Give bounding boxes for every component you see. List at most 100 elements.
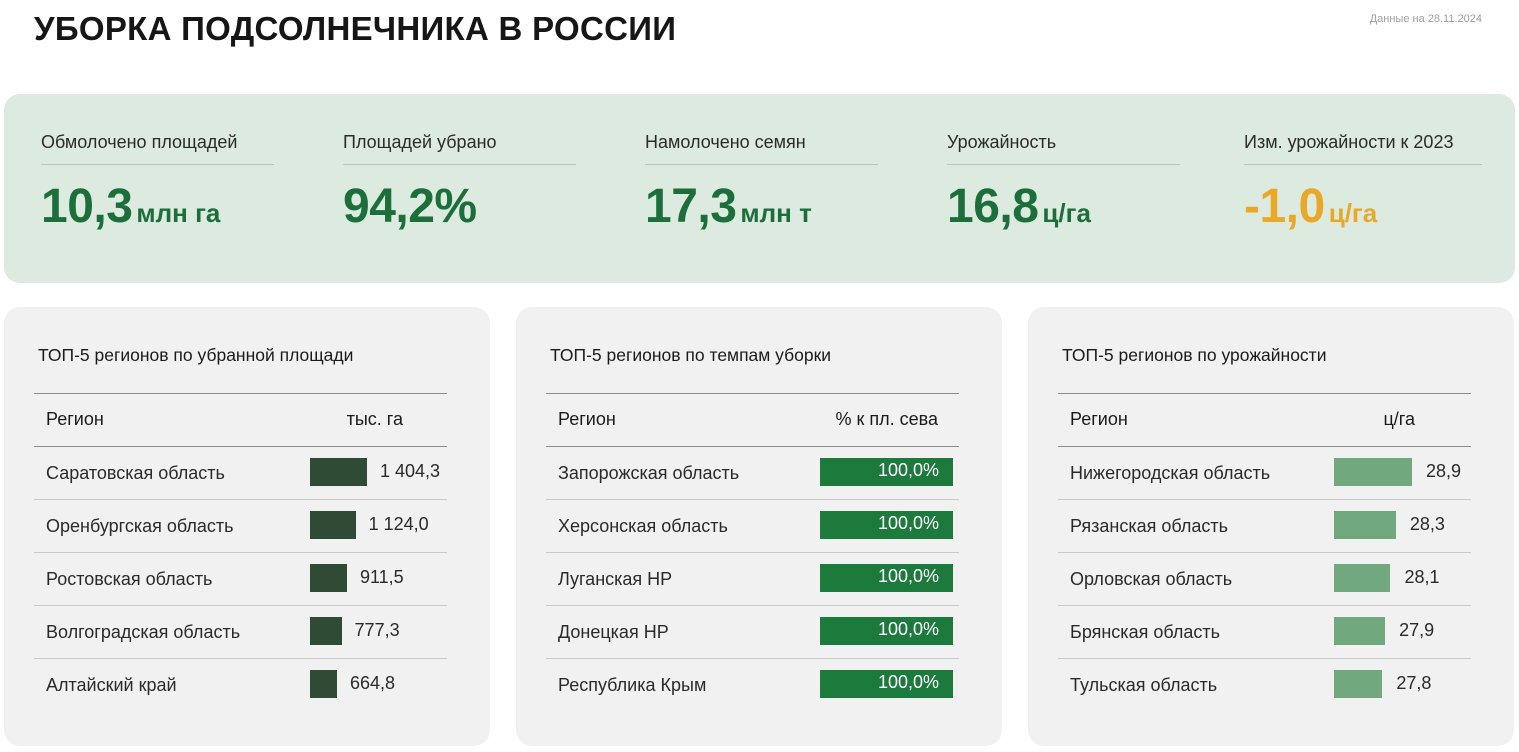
kpi-yield-change: Изм. урожайности к 2023 -1,0 ц/га: [1244, 132, 1482, 234]
kpi-value: 17,3 млн т: [645, 179, 878, 234]
kpi-label: Изм. урожайности к 2023: [1244, 132, 1482, 165]
value-label: 777,3: [354, 620, 400, 640]
kpi-value: 10,3 млн га: [41, 179, 274, 234]
table-row: Алтайский край 664,8: [34, 659, 447, 712]
value-bar: [1334, 458, 1412, 486]
card-title: ТОП-5 регионов по урожайности: [1062, 345, 1327, 365]
value-label: 28,9: [1426, 461, 1462, 481]
card-title: ТОП-5 регионов по убранной площади: [38, 345, 354, 365]
region-name: Донецкая НР: [558, 622, 669, 642]
value-label: 28,3: [1409, 514, 1445, 534]
region-name: Нижегородская область: [1070, 463, 1271, 483]
table-body: Саратовская область 1 404,3 Оренбургская о…: [34, 447, 447, 712]
region-name: Херсонская область: [558, 516, 728, 536]
column-header-region: Регион: [46, 409, 104, 429]
table-row: Брянская область 27,9: [1058, 606, 1471, 659]
kpi-label: Площадей убрано: [343, 132, 576, 165]
value-bar: [310, 670, 337, 698]
column-header-unit: тыс. га: [346, 409, 403, 429]
kpi-value: 16,8 ц/га: [947, 179, 1180, 234]
region-name: Луганская НР: [558, 569, 673, 589]
value-label: 28,1: [1404, 567, 1440, 587]
table-row: Запорожская область 100,0%: [546, 447, 959, 500]
table-row: Волгоградская область 777,3: [34, 606, 447, 659]
table-row: Рязанская область 28,3: [1058, 500, 1471, 553]
kpi-number: 17,3: [645, 180, 737, 233]
region-name: Брянская область: [1070, 622, 1220, 642]
value-label: 1 124,0: [368, 514, 429, 534]
kpi-value: -1,0 ц/га: [1244, 179, 1482, 234]
kpi-unit: млн га: [136, 198, 221, 228]
kpi-threshed-area: Обмолочено площадей 10,3 млн га: [41, 132, 274, 234]
kpi-label: Обмолочено площадей: [41, 132, 274, 165]
kpi-value: 94,2%: [343, 179, 576, 234]
value-label: 100,0%: [877, 566, 939, 586]
table-header: Регион % к пл. сева: [546, 393, 959, 447]
card-top-pace: ТОП-5 регионов по темпам уборки Регион %…: [516, 307, 1002, 746]
region-name: Рязанская область: [1070, 516, 1229, 536]
kpi-unit: ц/га: [1042, 198, 1091, 228]
kpi-unit: млн т: [740, 198, 812, 228]
card-top-area: ТОП-5 регионов по убранной площади Регио…: [4, 307, 490, 746]
value-bar: [1334, 670, 1383, 698]
kpi-yield: Урожайность 16,8 ц/га: [947, 132, 1180, 234]
column-header-unit: ц/га: [1383, 409, 1416, 429]
ranking-table: Регион % к пл. сева Запорожская область 1…: [546, 393, 959, 712]
ranking-table: Регион ц/га Нижегородская область 28,9 Ряз…: [1058, 393, 1471, 712]
value-label: 27,9: [1399, 620, 1435, 640]
table-row: Республика Крым 100,0%: [546, 659, 959, 712]
column-header-region: Регион: [558, 409, 616, 429]
region-name: Запорожская область: [558, 463, 740, 483]
value-label: 27,8: [1396, 673, 1432, 693]
value-label: 664,8: [349, 673, 396, 693]
column-header-region: Регион: [1070, 409, 1128, 429]
kpi-label: Урожайность: [947, 132, 1180, 165]
table-row: Оренбургская область 1 124,0: [34, 500, 447, 553]
region-name: Саратовская область: [46, 463, 225, 483]
table-row: Ростовская область 911,5: [34, 553, 447, 606]
kpi-number: -1,0: [1244, 180, 1325, 233]
value-bar: [310, 511, 356, 539]
value-label: 911,5: [359, 567, 404, 587]
value-bar: [310, 564, 347, 592]
kpi-panel: Обмолочено площадей 10,3 млн га Площадей …: [4, 94, 1515, 283]
value-bar: [310, 617, 342, 645]
page-title: УБОРКА ПОДСОЛНЕЧНИКА В РОССИИ: [34, 10, 677, 47]
kpi-harvested-share: Площадей убрано 94,2%: [343, 132, 576, 234]
table-row: Нижегородская область 28,9: [1058, 447, 1471, 500]
region-name: Орловская область: [1070, 569, 1233, 589]
table-header: Регион ц/га: [1058, 393, 1471, 447]
region-name: Ростовская область: [46, 569, 213, 589]
value-label: 100,0%: [877, 460, 939, 480]
value-bar: 100,0%: [820, 670, 953, 698]
region-name: Тульская область: [1070, 675, 1218, 695]
region-name: Республика Крым: [558, 675, 707, 695]
region-name: Оренбургская область: [46, 516, 234, 536]
kpi-unit: ц/га: [1328, 198, 1378, 228]
value-bar: [1334, 511, 1396, 539]
value-bar: 100,0%: [820, 458, 953, 486]
table-row: Херсонская область 100,0%: [546, 500, 959, 553]
value-label: 100,0%: [877, 672, 939, 692]
column-header-unit: % к пл. сева: [835, 409, 938, 429]
value-bar: 100,0%: [820, 511, 953, 539]
table-body: Нижегородская область 28,9 Рязанская облас…: [1058, 447, 1471, 712]
value-label: 100,0%: [877, 513, 939, 533]
table-row: Саратовская область 1 404,3: [34, 447, 447, 500]
value-bar: 100,0%: [820, 617, 953, 645]
value-bar: [1334, 617, 1386, 645]
table-header: Регион тыс. га: [34, 393, 447, 447]
value-label: 1 404,3: [380, 461, 441, 481]
kpi-number: 94,2%: [343, 180, 477, 233]
kpi-seeds-threshed: Намолочено семян 17,3 млн т: [645, 132, 878, 234]
card-title: ТОП-5 регионов по темпам уборки: [550, 345, 832, 365]
data-date: Данные на 28.11.2024: [1369, 13, 1482, 25]
table-row: Донецкая НР 100,0%: [546, 606, 959, 659]
region-name: Алтайский край: [46, 675, 177, 695]
table-row: Орловская область 28,1: [1058, 553, 1471, 606]
card-top-yield: ТОП-5 регионов по урожайности Регион ц/г…: [1028, 307, 1514, 746]
kpi-number: 16,8: [947, 180, 1039, 233]
kpi-number: 10,3: [41, 180, 133, 233]
table-row: Луганская НР 100,0%: [546, 553, 959, 606]
value-bar: [310, 458, 367, 486]
